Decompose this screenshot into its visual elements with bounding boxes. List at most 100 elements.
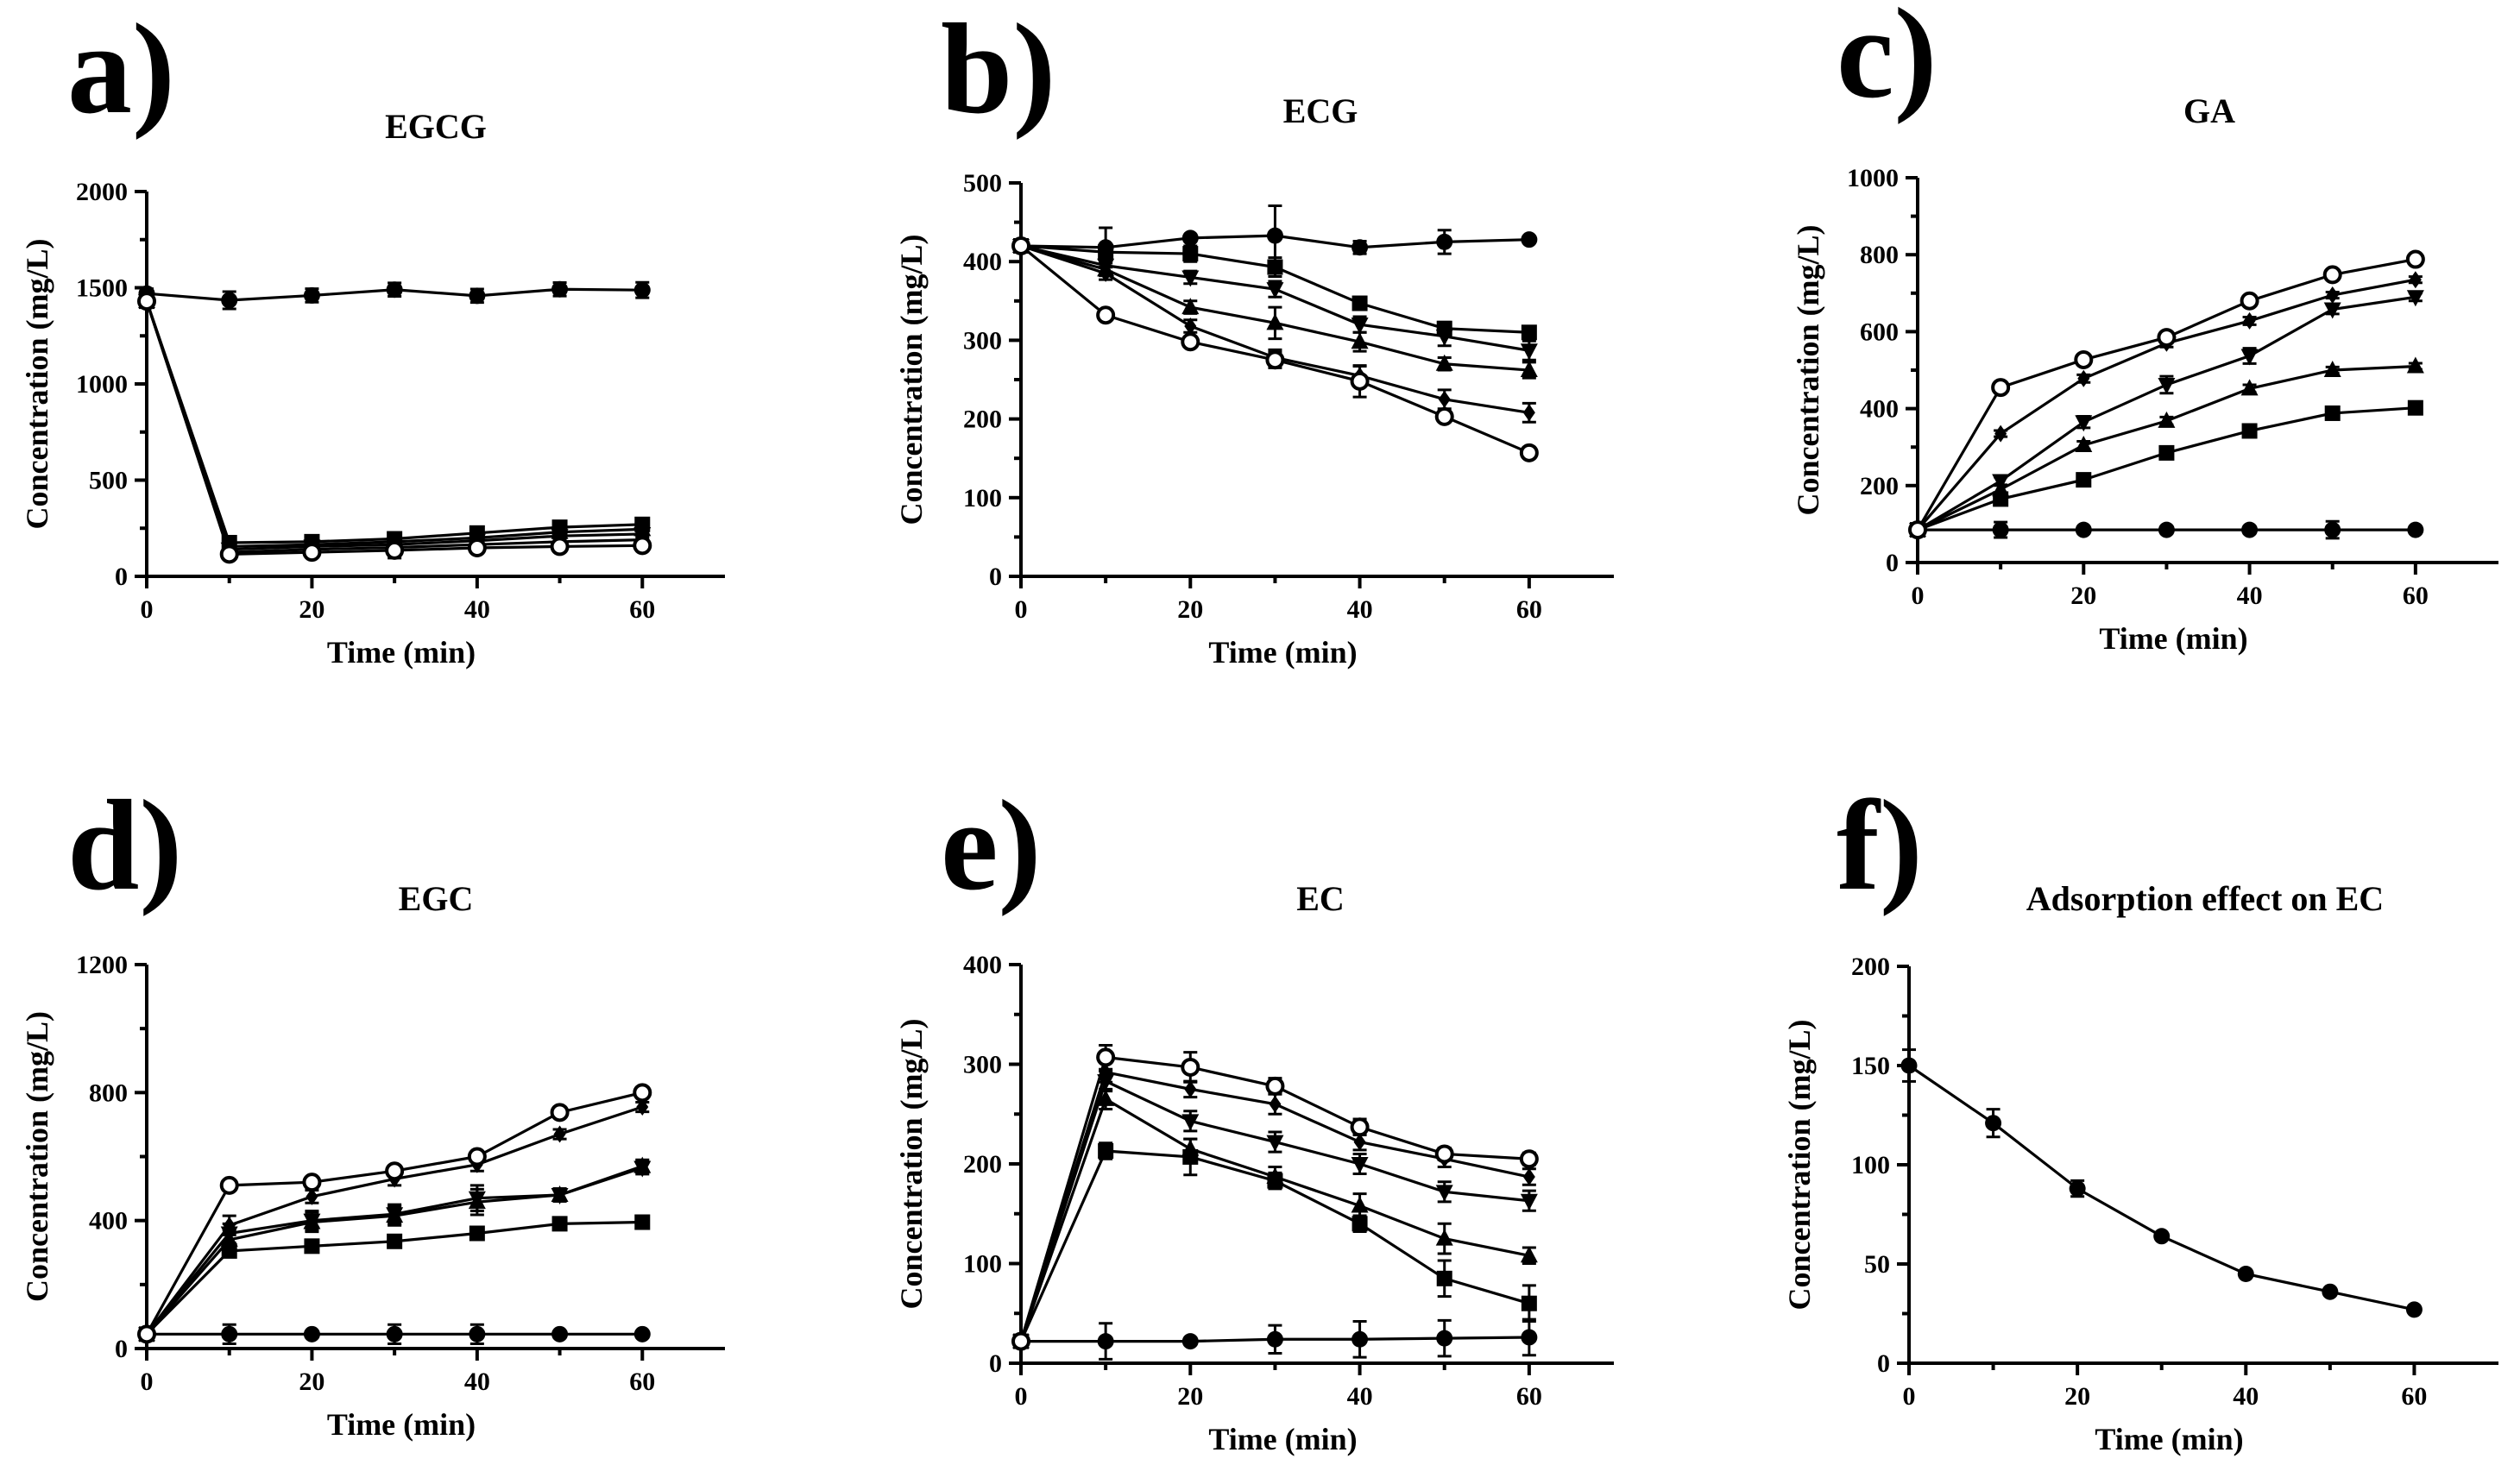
y-tick-label: 400 xyxy=(963,951,1002,979)
data-point xyxy=(551,1188,569,1204)
data-point xyxy=(2407,399,2423,416)
data-point xyxy=(2322,265,2342,285)
data-point xyxy=(2074,349,2094,369)
series-control xyxy=(138,280,651,311)
data-point xyxy=(1096,305,1116,325)
x-tick-label: 0 xyxy=(1903,1382,1916,1411)
data-point xyxy=(2406,356,2424,374)
y-tick-label: 2000 xyxy=(76,178,128,206)
data-point xyxy=(1266,1330,1283,1348)
x-tick-label: 60 xyxy=(629,1368,655,1396)
data-point xyxy=(2158,521,2175,538)
y-tick-label: 300 xyxy=(963,326,1002,355)
data-point xyxy=(1266,282,1284,299)
series-line xyxy=(145,300,643,551)
data-point xyxy=(387,1233,403,1249)
x-tick-label: 20 xyxy=(1177,1382,1203,1411)
data-point xyxy=(2243,311,2256,330)
y-axis-label: Concentration (mg/L) xyxy=(894,1019,929,1310)
x-axis-label: Time (min) xyxy=(327,1407,476,1442)
y-tick-label: 50 xyxy=(1864,1250,1890,1279)
data-point xyxy=(1908,520,1927,540)
data-point xyxy=(2158,444,2175,461)
data-point xyxy=(1350,1117,1370,1137)
series-s5 xyxy=(1015,1060,1536,1350)
data-point xyxy=(1269,1095,1282,1113)
data-point xyxy=(385,1161,405,1181)
y-tick-label: 300 xyxy=(963,1051,1002,1079)
data-point xyxy=(1522,1168,1535,1186)
data-point xyxy=(553,1125,566,1143)
data-point xyxy=(1991,378,2011,398)
data-point xyxy=(1350,371,1370,391)
series-s4 xyxy=(1909,290,2424,540)
panel-letter: a) xyxy=(67,0,175,141)
x-axis-label: Time (min) xyxy=(2099,621,2247,656)
data-point xyxy=(636,1098,649,1116)
x-axis-label: Time (min) xyxy=(2095,1422,2243,1456)
data-point xyxy=(386,1207,404,1224)
series-s6 xyxy=(1908,249,2425,540)
y-tick-label: 400 xyxy=(963,248,1002,276)
data-point xyxy=(1352,295,1368,311)
data-point xyxy=(1181,298,1200,315)
y-tick-label: 800 xyxy=(1860,241,1899,269)
data-point xyxy=(633,1160,652,1178)
series-adsorption xyxy=(1900,1048,2423,1318)
data-point xyxy=(1994,424,2007,443)
data-point xyxy=(386,281,403,299)
panel-letter: d) xyxy=(67,774,182,917)
data-point xyxy=(2324,521,2341,538)
data-point xyxy=(1011,236,1030,255)
series-line xyxy=(1916,257,2416,531)
series-control xyxy=(1012,1317,1538,1361)
data-point xyxy=(219,544,239,564)
y-tick-label: 100 xyxy=(1851,1151,1890,1179)
x-tick-label: 40 xyxy=(1347,1382,1373,1411)
data-point xyxy=(1011,1331,1030,1351)
data-point xyxy=(386,1325,403,1343)
data-point xyxy=(1181,332,1200,352)
x-tick-label: 20 xyxy=(299,595,324,624)
data-point xyxy=(2323,361,2341,377)
y-tick-label: 0 xyxy=(1886,549,1899,577)
data-point xyxy=(1435,1229,1453,1246)
y-tick-label: 0 xyxy=(989,563,1002,591)
data-point xyxy=(2069,1180,2086,1198)
data-point xyxy=(467,1147,487,1166)
chart-title: EGC xyxy=(399,879,474,918)
data-point xyxy=(2240,291,2259,311)
data-point xyxy=(2405,249,2425,269)
data-point xyxy=(1097,1333,1114,1350)
chart-panel-a: a) EGCG 0 500 1000 1500 2000 0 20 40 60 Time (min) C… xyxy=(20,0,725,670)
data-point xyxy=(219,1175,239,1195)
y-tick-label: 800 xyxy=(89,1078,128,1107)
data-point xyxy=(2324,405,2341,421)
data-point xyxy=(221,1325,238,1343)
data-point xyxy=(1265,350,1285,370)
data-point xyxy=(2406,290,2424,307)
data-point xyxy=(1520,1193,1538,1210)
y-tick-label: 1500 xyxy=(76,274,128,303)
data-point xyxy=(551,1216,568,1232)
y-axis-label: Concentration (mg/L) xyxy=(20,1011,54,1302)
series-control xyxy=(138,1323,651,1345)
data-point xyxy=(2241,521,2259,538)
data-point xyxy=(1434,406,1454,426)
data-point xyxy=(551,280,569,298)
data-point xyxy=(1900,1057,1918,1074)
data-point xyxy=(550,1103,570,1122)
data-point xyxy=(1098,1142,1114,1159)
x-tick-label: 60 xyxy=(1516,1382,1542,1411)
data-point xyxy=(633,1325,651,1343)
y-axis-label: Concentration (mg/L) xyxy=(1782,1020,1817,1311)
data-point xyxy=(633,281,651,299)
data-point xyxy=(2240,379,2259,396)
data-point xyxy=(1522,404,1535,422)
y-tick-label: 500 xyxy=(89,467,128,495)
chart-title: EC xyxy=(1296,879,1345,918)
y-tick-label: 0 xyxy=(1877,1349,1890,1378)
data-point xyxy=(1181,1333,1199,1350)
panel-letter: b) xyxy=(941,0,1055,141)
y-tick-label: 100 xyxy=(963,484,1002,512)
